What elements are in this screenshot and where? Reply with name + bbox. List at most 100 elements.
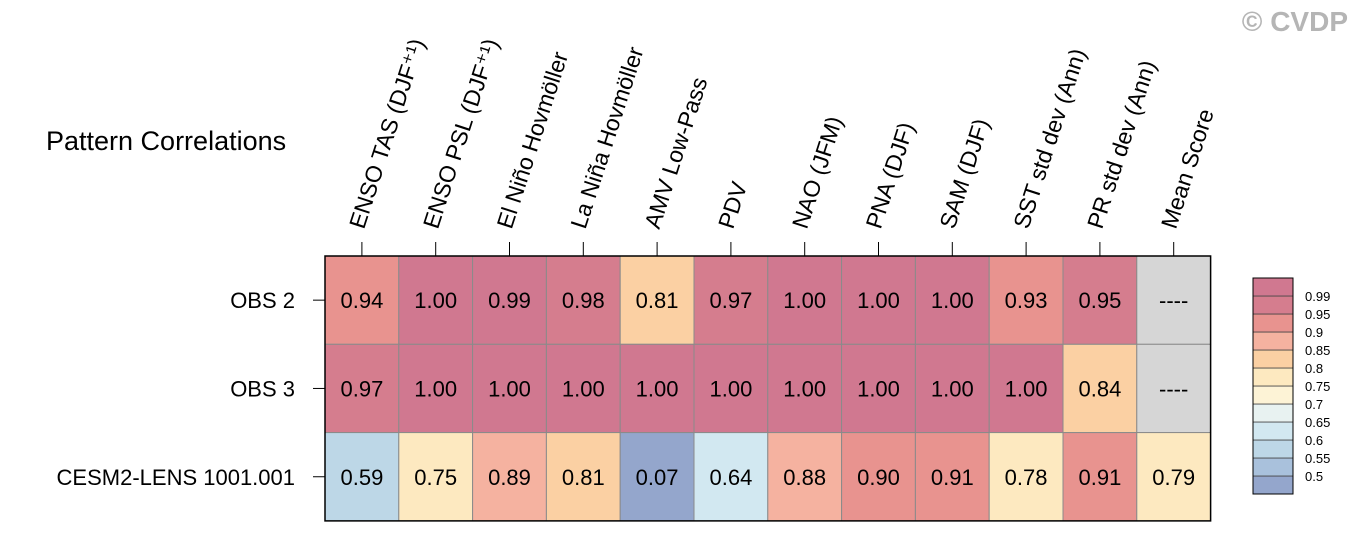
heatmap-cell	[398, 432, 474, 522]
colorbar-tick-label: 0.9	[1305, 325, 1323, 340]
colorbar-swatch	[1252, 421, 1294, 441]
row-label: CESM2-LENS 1001.001	[57, 465, 295, 490]
heatmap-cell	[324, 432, 400, 522]
column-label: PDV	[713, 178, 753, 232]
cell-value-label: 0.79	[1152, 465, 1195, 490]
colorbar-tick-label: 0.99	[1305, 289, 1330, 304]
colorbar-swatch	[1252, 457, 1294, 477]
cell-value-label: 0.90	[857, 465, 900, 490]
cell-value-label: 0.59	[340, 465, 383, 490]
colorbar-swatch	[1252, 439, 1294, 459]
chart-title: Pattern Correlations	[46, 126, 287, 156]
column-label: SST std dev (Ann)	[1008, 45, 1091, 231]
heatmap-cell	[545, 343, 621, 434]
row-label: OBS 3	[230, 376, 295, 401]
cell-value-label: 0.97	[340, 376, 383, 401]
heatmap-cell	[914, 432, 990, 522]
colorbar-tick-label: 0.85	[1305, 343, 1330, 358]
colorbar-tick-label: 0.95	[1305, 307, 1330, 322]
cell-value-label: 1.00	[931, 288, 974, 313]
cell-value-label: 1.00	[414, 376, 457, 401]
heatmap-cell	[1062, 255, 1138, 345]
colorbar-tick-label: 0.6	[1305, 433, 1323, 448]
colorbar-tick-label: 0.75	[1305, 379, 1330, 394]
heatmap-cell	[324, 343, 400, 434]
heatmap-cell	[1062, 432, 1138, 522]
colorbar-swatch	[1252, 277, 1294, 297]
colorbar-swatch	[1252, 349, 1294, 369]
cell-value-label: 0.84	[1078, 376, 1121, 401]
cell-value-label: 0.07	[636, 465, 679, 490]
cell-value-label: 1.00	[783, 288, 826, 313]
colorbar-swatch	[1252, 313, 1294, 333]
cell-value-label: 0.78	[1005, 465, 1048, 490]
colorbar-tick-label: 0.65	[1305, 415, 1330, 430]
cell-value-label: 1.00	[783, 376, 826, 401]
cell-value-label: 1.00	[857, 288, 900, 313]
heatmap-cell	[1136, 255, 1212, 345]
cell-value-label: 1.00	[931, 376, 974, 401]
row-label: OBS 2	[230, 288, 295, 313]
cell-value-label: 0.94	[340, 288, 383, 313]
heatmap-cell	[619, 343, 695, 434]
heatmap-cell	[472, 343, 547, 434]
column-label: NAO (JFM)	[787, 113, 848, 232]
colorbar-border	[1252, 277, 1294, 495]
colorbar-swatch	[1252, 403, 1294, 423]
cell-value-label: 0.97	[709, 288, 752, 313]
cell-value-label: 1.00	[709, 376, 752, 401]
cell-value-label: 1.00	[488, 376, 531, 401]
heatmap-cell	[767, 255, 843, 345]
column-label: PR std dev (Ann)	[1082, 57, 1161, 232]
colorbar-swatch	[1252, 295, 1294, 315]
cell-value-label: 1.00	[636, 376, 679, 401]
colorbar-swatch	[1252, 367, 1294, 387]
heatmap-cell	[841, 343, 916, 434]
heatmap-cell	[841, 432, 916, 522]
heatmap-cell	[619, 255, 695, 345]
heatmap-cell	[1136, 343, 1212, 434]
heatmap-cell	[914, 343, 990, 434]
cell-value-label: 0.98	[562, 288, 605, 313]
colorbar-tick-label: 0.5	[1305, 469, 1323, 484]
column-label: Mean Score	[1156, 106, 1219, 232]
heatmap-cell	[619, 432, 695, 522]
column-label: El Niño Hovmöller	[492, 48, 574, 231]
heatmap-border	[324, 255, 1212, 522]
heatmap-cell	[693, 255, 769, 345]
heatmap-cell	[767, 343, 843, 434]
cell-value-label: 0.99	[488, 288, 531, 313]
cell-value-label: ----	[1159, 376, 1188, 401]
column-label: ENSO TAS (DJF⁺¹)	[344, 35, 430, 231]
heatmap-cell	[988, 432, 1064, 522]
colorbar-tick-label: 0.8	[1305, 361, 1323, 376]
cell-value-label: 0.91	[1078, 465, 1121, 490]
cell-value-label: 0.81	[562, 465, 605, 490]
colorbar-swatch	[1252, 475, 1294, 495]
heatmap-cell	[398, 343, 474, 434]
column-label: AMV Low-Pass	[639, 74, 712, 232]
cell-value-label: 0.75	[414, 465, 457, 490]
cell-value-label: 0.91	[931, 465, 974, 490]
cell-value-label: 1.00	[414, 288, 457, 313]
colorbar-tick-label: 0.55	[1305, 451, 1330, 466]
cell-value-label: 0.93	[1005, 288, 1048, 313]
cell-value-label: 0.89	[488, 465, 531, 490]
cell-value-label: 1.00	[562, 376, 605, 401]
cell-value-label: 0.88	[783, 465, 826, 490]
column-label: PNA (DJF)	[861, 119, 920, 232]
heatmap-cell	[988, 343, 1064, 434]
cell-value-label: 0.64	[709, 465, 752, 490]
heatmap-cell	[472, 432, 547, 522]
cvdp-watermark: © CVDP	[1241, 6, 1348, 37]
colorbar-swatch	[1252, 331, 1294, 351]
column-label: SAM (DJF)	[934, 115, 994, 231]
column-label: ENSO PSL (DJF⁺¹)	[418, 35, 504, 231]
heatmap-cell	[988, 255, 1064, 345]
cell-value-label: 1.00	[857, 376, 900, 401]
cell-value-label: 0.95	[1078, 288, 1121, 313]
cell-value-label: 0.81	[636, 288, 679, 313]
cell-value-label: ----	[1159, 288, 1188, 313]
column-label: La Niña Hovmöller	[565, 43, 648, 231]
